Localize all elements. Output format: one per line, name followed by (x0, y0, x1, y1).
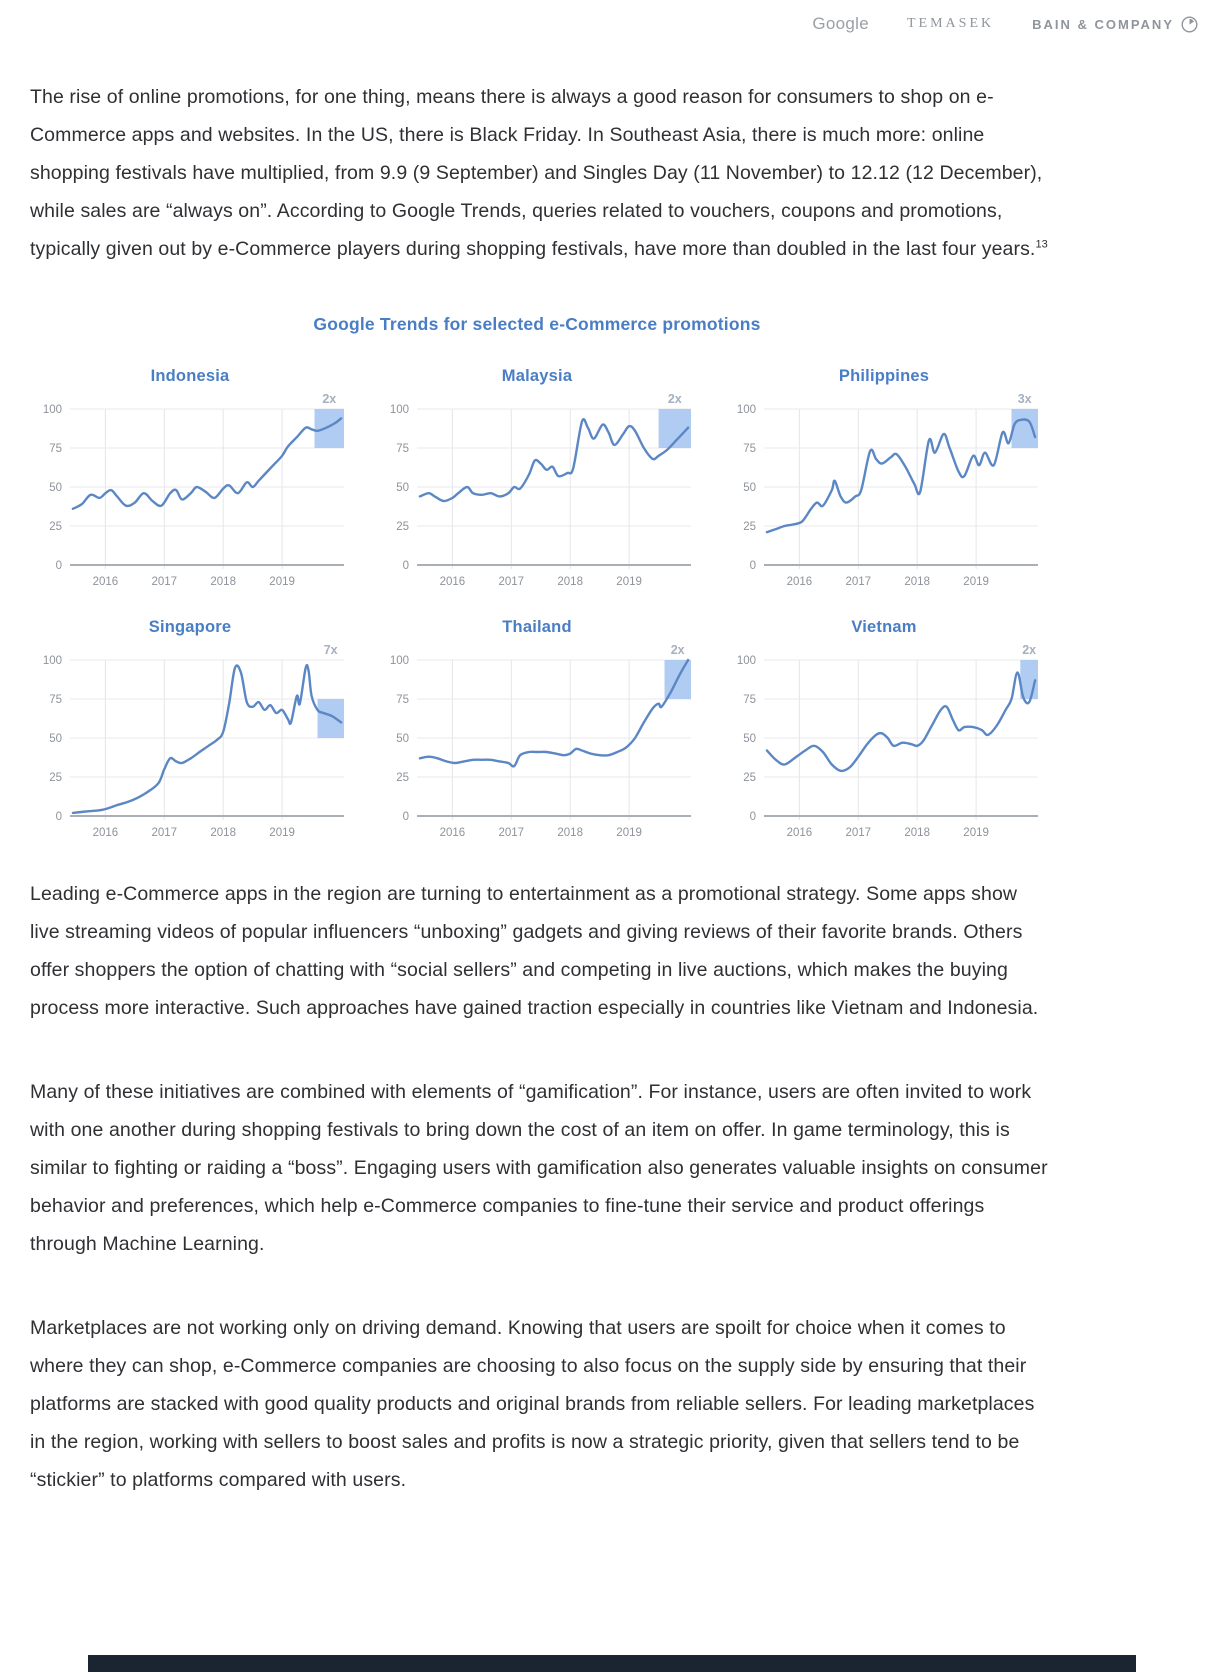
chart-country-title: Thailand (502, 618, 572, 636)
chart-country-title: Malaysia (501, 367, 573, 385)
svg-text:2018: 2018 (210, 576, 236, 588)
svg-text:25: 25 (743, 521, 756, 533)
svg-text:2016: 2016 (440, 576, 466, 588)
svg-text:2018: 2018 (557, 827, 583, 839)
svg-text:75: 75 (743, 694, 756, 706)
chart-section-title: Google Trends for selected e-Commerce pr… (313, 314, 761, 334)
svg-text:2018: 2018 (904, 576, 930, 588)
chart-plot: 2x 100 75 50 25 0 2016 2017 2018 2019 (390, 643, 691, 839)
svg-text:0: 0 (403, 811, 409, 823)
trend-chart-singapore: Singapore 7x 100 75 50 25 0 2016 2017 2018 2019 (30, 618, 350, 845)
svg-text:0: 0 (56, 560, 62, 572)
svg-text:100: 100 (737, 655, 756, 667)
svg-text:2016: 2016 (440, 827, 466, 839)
paragraph-text: Marketplaces are not working only on dri… (30, 1317, 1035, 1491)
svg-text:2017: 2017 (846, 827, 872, 839)
svg-text:2019: 2019 (269, 576, 295, 588)
footnote-ref: 13 (1035, 238, 1048, 251)
chart-country-title: Philippines (838, 367, 930, 385)
svg-text:2018: 2018 (904, 827, 930, 839)
svg-text:100: 100 (737, 404, 756, 416)
svg-text:2018: 2018 (210, 827, 236, 839)
svg-text:50: 50 (396, 482, 409, 494)
svg-text:0: 0 (403, 560, 409, 572)
svg-text:100: 100 (43, 404, 62, 416)
svg-text:2x: 2x (322, 392, 336, 406)
svg-text:75: 75 (49, 694, 62, 706)
svg-text:0: 0 (750, 560, 756, 572)
svg-text:2016: 2016 (787, 827, 813, 839)
svg-text:2x: 2x (671, 643, 685, 657)
svg-text:2019: 2019 (616, 576, 642, 588)
svg-text:7x: 7x (324, 643, 338, 657)
page-content: The rise of online promotions, for one t… (30, 62, 1052, 1545)
svg-text:3x: 3x (1018, 392, 1032, 406)
chart-plot: 7x 100 75 50 25 0 2016 2017 2018 2019 (43, 643, 344, 839)
trend-chart-philippines: Philippines 3x 100 75 50 25 0 2016 2017 2018 2019 (724, 367, 1044, 594)
svg-text:75: 75 (49, 443, 62, 455)
chart-country-title: Singapore (148, 618, 232, 636)
paragraph-text: The rise of online promotions, for one t… (30, 86, 1043, 260)
svg-text:2017: 2017 (152, 827, 178, 839)
bain-logo-text: BAIN & COMPANY (1032, 16, 1174, 32)
svg-text:2019: 2019 (616, 827, 642, 839)
trend-chart-indonesia: Indonesia 2x 100 75 50 25 0 2016 2017 2018 2019 (30, 367, 350, 594)
svg-text:100: 100 (390, 655, 409, 667)
google-logo: Google (812, 14, 869, 33)
chart-country-title: Vietnam (851, 618, 917, 636)
trend-chart-vietnam: Vietnam 2x 100 75 50 25 0 2016 2017 2018 2019 (724, 618, 1044, 845)
bain-logo: BAIN & COMPANY (1032, 15, 1198, 33)
svg-text:2016: 2016 (93, 576, 119, 588)
svg-text:25: 25 (49, 772, 62, 784)
bain-badge-icon (1181, 15, 1198, 33)
footer-bar (88, 1655, 1136, 1672)
svg-text:0: 0 (750, 811, 756, 823)
chart-plot: 3x 100 75 50 25 0 2016 2017 2018 2019 (737, 392, 1038, 588)
svg-text:2016: 2016 (787, 576, 813, 588)
paragraph-gamification: Many of these initiatives are combined w… (30, 1073, 1052, 1263)
chart-section: Google Trends for selected e-Commerce pr… (30, 314, 1052, 845)
svg-text:2019: 2019 (963, 576, 989, 588)
svg-text:50: 50 (49, 733, 62, 745)
svg-text:50: 50 (49, 482, 62, 494)
header-logos: Google TEMASEK BAIN & COMPANY (812, 14, 1198, 34)
svg-text:25: 25 (743, 772, 756, 784)
svg-text:25: 25 (396, 772, 409, 784)
svg-text:2016: 2016 (93, 827, 119, 839)
chart-plot: 2x 100 75 50 25 0 2016 2017 2018 2019 (43, 392, 344, 588)
svg-text:2019: 2019 (269, 827, 295, 839)
svg-text:2x: 2x (1022, 643, 1036, 657)
svg-text:50: 50 (396, 733, 409, 745)
trend-chart-thailand: Thailand 2x 100 75 50 25 0 2016 2017 2018 2019 (377, 618, 697, 845)
paragraph-entertainment: Leading e-Commerce apps in the region ar… (30, 875, 1052, 1027)
svg-text:25: 25 (396, 521, 409, 533)
svg-text:75: 75 (396, 694, 409, 706)
paragraph-text: Leading e-Commerce apps in the region ar… (30, 883, 1039, 1019)
svg-text:50: 50 (743, 733, 756, 745)
paragraph-promotions: The rise of online promotions, for one t… (30, 78, 1052, 268)
svg-text:50: 50 (743, 482, 756, 494)
svg-text:2017: 2017 (499, 827, 525, 839)
svg-text:2018: 2018 (557, 576, 583, 588)
svg-text:100: 100 (43, 655, 62, 667)
paragraph-marketplaces: Marketplaces are not working only on dri… (30, 1309, 1052, 1499)
svg-text:2x: 2x (668, 392, 682, 406)
paragraph-text: Many of these initiatives are combined w… (30, 1081, 1048, 1255)
chart-plot: 2x 100 75 50 25 0 2016 2017 2018 2019 (390, 392, 691, 588)
svg-text:2019: 2019 (963, 827, 989, 839)
trend-chart-malaysia: Malaysia 2x 100 75 50 25 0 2016 2017 2018 2019 (377, 367, 697, 594)
chart-country-title: Indonesia (150, 367, 230, 385)
svg-text:75: 75 (396, 443, 409, 455)
svg-text:25: 25 (49, 521, 62, 533)
svg-text:2017: 2017 (152, 576, 178, 588)
temasek-logo: TEMASEK (907, 16, 995, 31)
svg-text:100: 100 (390, 404, 409, 416)
svg-text:0: 0 (56, 811, 62, 823)
chart-plot: 2x 100 75 50 25 0 2016 2017 2018 2019 (737, 643, 1038, 839)
svg-text:75: 75 (743, 443, 756, 455)
svg-text:2017: 2017 (499, 576, 525, 588)
svg-text:2017: 2017 (846, 576, 872, 588)
charts-grid: Indonesia 2x 100 75 50 25 0 2016 2017 2018 2019 Mal… (30, 367, 1052, 845)
